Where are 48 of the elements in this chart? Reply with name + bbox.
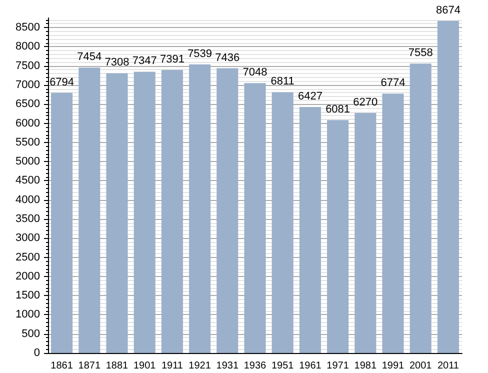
data-label: 7454 — [77, 51, 102, 64]
data-label: 6427 — [298, 90, 322, 102]
y-tick-label: 6500 — [16, 98, 40, 110]
data-label: 6774 — [380, 77, 406, 90]
y-tick-label: 5000 — [16, 156, 40, 168]
x-tick-label: 1861 — [50, 360, 74, 372]
y-tick-label: 1000 — [16, 308, 40, 321]
y-tick-label: 3500 — [16, 213, 40, 225]
data-label: 8674 — [436, 4, 460, 16]
y-tick-label: 500 — [22, 328, 40, 340]
data-label: 6811 — [270, 76, 294, 88]
y-tick-label: 1500 — [16, 290, 40, 302]
data-label: 7391 — [160, 54, 184, 66]
data-label: 7436 — [215, 52, 240, 64]
data-label: 7347 — [132, 55, 157, 68]
x-tick-label: 1901 — [133, 360, 156, 372]
x-tick-label: 2001 — [409, 360, 432, 372]
data-label: 6794 — [50, 76, 74, 88]
x-tick-label: 1961 — [299, 360, 322, 372]
y-tick-label: 7500 — [16, 60, 40, 72]
data-label: 7539 — [188, 48, 212, 60]
data-label: 6081 — [326, 104, 350, 116]
x-tick-label: 1971 — [326, 360, 350, 372]
x-tick-label: 1911 — [161, 360, 184, 372]
x-tick-label: 1991 — [382, 360, 405, 372]
y-tick-label: 8500 — [16, 22, 40, 34]
y-tick-label: 0 — [34, 347, 40, 359]
y-tick-label: 7000 — [16, 79, 40, 91]
x-tick-label: 2011 — [437, 360, 460, 372]
x-tick-label: 1981 — [354, 360, 377, 372]
x-tick-label: 1951 — [271, 360, 294, 372]
y-tick-label: 3000 — [16, 232, 40, 244]
data-label: 7048 — [242, 66, 268, 79]
x-tick-label: 1921 — [188, 360, 212, 372]
x-tick-label: 1871 — [78, 360, 101, 372]
y-tick-label: 5500 — [16, 136, 40, 148]
y-tick-label: 4500 — [16, 174, 40, 187]
data-label: 6270 — [353, 96, 378, 108]
y-tick-label: 4000 — [16, 194, 40, 206]
data-label: 7308 — [104, 56, 130, 69]
y-tick-label: 8000 — [16, 40, 40, 53]
y-tick-label: 6000 — [16, 117, 40, 130]
x-tick-label: 1931 — [216, 360, 239, 372]
data-label: 7558 — [408, 47, 433, 60]
x-tick-label: 1936 — [244, 360, 267, 372]
y-tick-label: 2000 — [16, 270, 40, 282]
y-tick-label: 2500 — [16, 251, 40, 264]
x-tick-label: 1881 — [106, 360, 129, 372]
